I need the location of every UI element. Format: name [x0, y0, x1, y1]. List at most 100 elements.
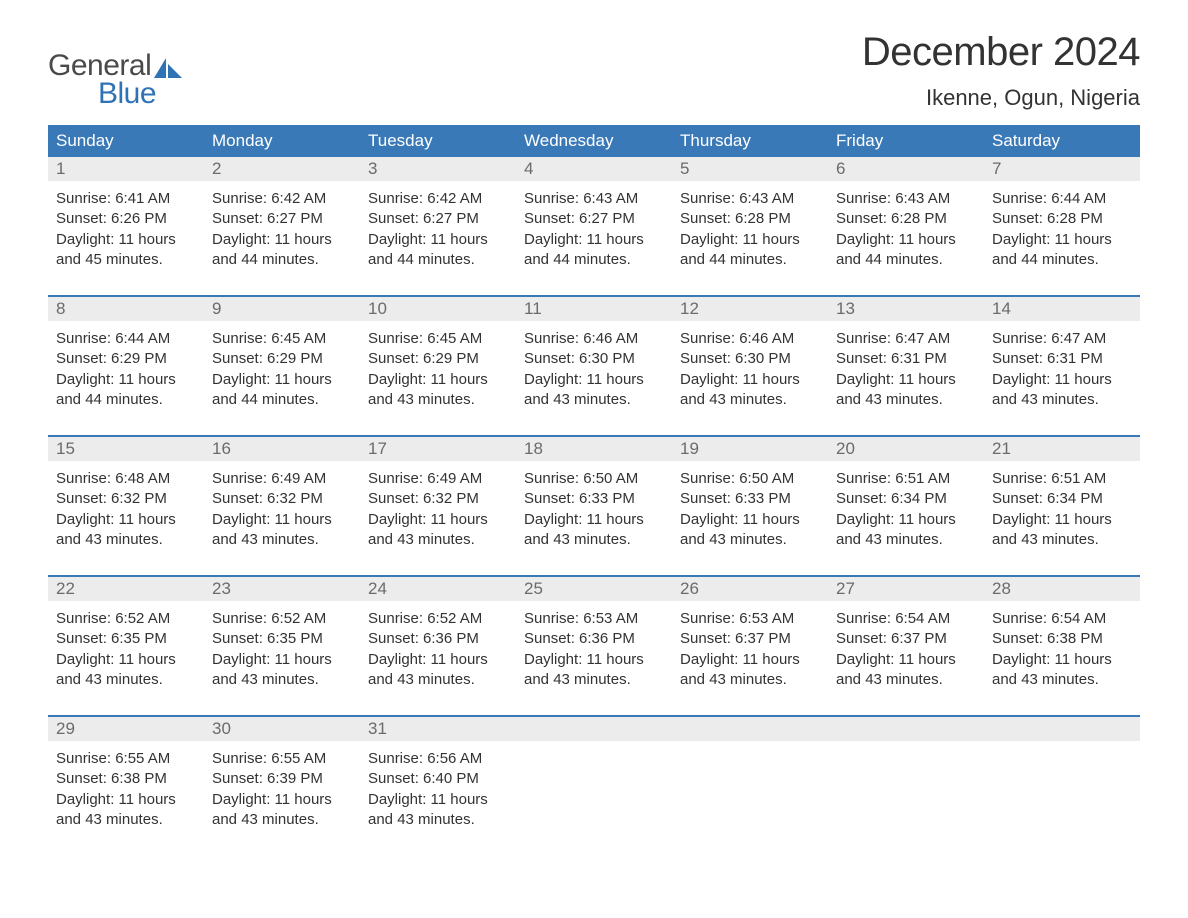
- sunrise-text: Sunrise: 6:55 AM: [212, 749, 352, 769]
- day-number: 19: [672, 437, 828, 461]
- sunset-text: Sunset: 6:29 PM: [212, 349, 352, 369]
- sunset-text: Sunset: 6:30 PM: [524, 349, 664, 369]
- sunrise-text: Sunrise: 6:48 AM: [56, 469, 196, 489]
- sunrise-text: Sunrise: 6:42 AM: [368, 189, 508, 209]
- daylight-text: Daylight: 11 hours and 43 minutes.: [56, 650, 196, 691]
- day-info: Sunrise: 6:50 AMSunset: 6:33 PMDaylight:…: [524, 465, 664, 550]
- day-number: [828, 717, 984, 741]
- day-number: 25: [516, 577, 672, 601]
- calendar: SundayMondayTuesdayWednesdayThursdayFrid…: [48, 125, 1140, 841]
- sunrise-text: Sunrise: 6:53 AM: [680, 609, 820, 629]
- daylight-text: Daylight: 11 hours and 44 minutes.: [368, 230, 508, 271]
- sunset-text: Sunset: 6:39 PM: [212, 769, 352, 789]
- sunset-text: Sunset: 6:27 PM: [368, 209, 508, 229]
- day-info: Sunrise: 6:43 AMSunset: 6:28 PMDaylight:…: [836, 185, 976, 270]
- sunset-text: Sunset: 6:33 PM: [524, 489, 664, 509]
- day-number: 13: [828, 297, 984, 321]
- sunrise-text: Sunrise: 6:54 AM: [992, 609, 1132, 629]
- day-info: Sunrise: 6:55 AMSunset: 6:39 PMDaylight:…: [212, 745, 352, 830]
- daylight-text: Daylight: 11 hours and 44 minutes.: [524, 230, 664, 271]
- week-row: 22232425262728 Sunrise: 6:52 AMSunset: 6:…: [48, 575, 1140, 701]
- sunrise-text: Sunrise: 6:43 AM: [524, 189, 664, 209]
- sunrise-text: Sunrise: 6:50 AM: [524, 469, 664, 489]
- daylight-text: Daylight: 11 hours and 44 minutes.: [680, 230, 820, 271]
- day-number: 21: [984, 437, 1140, 461]
- day-number: 3: [360, 157, 516, 181]
- sunset-text: Sunset: 6:26 PM: [56, 209, 196, 229]
- day-cell: Sunrise: 6:42 AMSunset: 6:27 PMDaylight:…: [204, 181, 360, 281]
- daylight-text: Daylight: 11 hours and 43 minutes.: [368, 510, 508, 551]
- day-cell: Sunrise: 6:43 AMSunset: 6:27 PMDaylight:…: [516, 181, 672, 281]
- day-number: 26: [672, 577, 828, 601]
- header: General Blue December 2024 Ikenne, Ogun,…: [48, 30, 1140, 111]
- day-number: 22: [48, 577, 204, 601]
- sunrise-text: Sunrise: 6:46 AM: [524, 329, 664, 349]
- daylight-text: Daylight: 11 hours and 43 minutes.: [368, 370, 508, 411]
- dayname-wednesday: Wednesday: [516, 125, 672, 157]
- day-number: 1: [48, 157, 204, 181]
- dayname-thursday: Thursday: [672, 125, 828, 157]
- sunrise-text: Sunrise: 6:43 AM: [680, 189, 820, 209]
- day-info: Sunrise: 6:46 AMSunset: 6:30 PMDaylight:…: [524, 325, 664, 410]
- day-number: 17: [360, 437, 516, 461]
- day-cell: Sunrise: 6:45 AMSunset: 6:29 PMDaylight:…: [360, 321, 516, 421]
- day-cell: [516, 741, 672, 841]
- daylight-text: Daylight: 11 hours and 43 minutes.: [368, 650, 508, 691]
- day-cell: Sunrise: 6:52 AMSunset: 6:36 PMDaylight:…: [360, 601, 516, 701]
- daynumber-bar: 1234567: [48, 157, 1140, 181]
- day-info: Sunrise: 6:45 AMSunset: 6:29 PMDaylight:…: [368, 325, 508, 410]
- logo: General Blue: [48, 49, 182, 111]
- daynumber-bar: 15161718192021: [48, 437, 1140, 461]
- dayname-sunday: Sunday: [48, 125, 204, 157]
- day-number: 5: [672, 157, 828, 181]
- sunrise-text: Sunrise: 6:54 AM: [836, 609, 976, 629]
- day-info: Sunrise: 6:44 AMSunset: 6:29 PMDaylight:…: [56, 325, 196, 410]
- info-row: Sunrise: 6:44 AMSunset: 6:29 PMDaylight:…: [48, 321, 1140, 421]
- day-cell: Sunrise: 6:42 AMSunset: 6:27 PMDaylight:…: [360, 181, 516, 281]
- day-number: [516, 717, 672, 741]
- daynumber-bar: 22232425262728: [48, 577, 1140, 601]
- day-cell: Sunrise: 6:55 AMSunset: 6:38 PMDaylight:…: [48, 741, 204, 841]
- sunset-text: Sunset: 6:28 PM: [836, 209, 976, 229]
- sunset-text: Sunset: 6:35 PM: [212, 629, 352, 649]
- sunrise-text: Sunrise: 6:49 AM: [212, 469, 352, 489]
- day-cell: Sunrise: 6:43 AMSunset: 6:28 PMDaylight:…: [672, 181, 828, 281]
- sunrise-text: Sunrise: 6:41 AM: [56, 189, 196, 209]
- day-info: Sunrise: 6:54 AMSunset: 6:37 PMDaylight:…: [836, 605, 976, 690]
- sunrise-text: Sunrise: 6:49 AM: [368, 469, 508, 489]
- day-info: Sunrise: 6:47 AMSunset: 6:31 PMDaylight:…: [992, 325, 1132, 410]
- day-number: 28: [984, 577, 1140, 601]
- dayname-saturday: Saturday: [984, 125, 1140, 157]
- sunset-text: Sunset: 6:29 PM: [368, 349, 508, 369]
- daylight-text: Daylight: 11 hours and 43 minutes.: [836, 370, 976, 411]
- daylight-text: Daylight: 11 hours and 43 minutes.: [212, 650, 352, 691]
- sunset-text: Sunset: 6:27 PM: [524, 209, 664, 229]
- day-number: 27: [828, 577, 984, 601]
- sunset-text: Sunset: 6:36 PM: [524, 629, 664, 649]
- day-cell: [984, 741, 1140, 841]
- day-info: Sunrise: 6:52 AMSunset: 6:35 PMDaylight:…: [212, 605, 352, 690]
- sunset-text: Sunset: 6:34 PM: [836, 489, 976, 509]
- day-info: Sunrise: 6:49 AMSunset: 6:32 PMDaylight:…: [212, 465, 352, 550]
- sunrise-text: Sunrise: 6:45 AM: [212, 329, 352, 349]
- sunrise-text: Sunrise: 6:43 AM: [836, 189, 976, 209]
- day-number: 2: [204, 157, 360, 181]
- logo-text-blue: Blue: [98, 77, 156, 111]
- sunrise-text: Sunrise: 6:44 AM: [56, 329, 196, 349]
- day-cell: Sunrise: 6:52 AMSunset: 6:35 PMDaylight:…: [204, 601, 360, 701]
- sunrise-text: Sunrise: 6:45 AM: [368, 329, 508, 349]
- sunrise-text: Sunrise: 6:47 AM: [836, 329, 976, 349]
- sunrise-text: Sunrise: 6:56 AM: [368, 749, 508, 769]
- logo-sail-icon: [154, 58, 182, 78]
- day-number: 8: [48, 297, 204, 321]
- day-info: Sunrise: 6:46 AMSunset: 6:30 PMDaylight:…: [680, 325, 820, 410]
- day-number: 15: [48, 437, 204, 461]
- day-number: [672, 717, 828, 741]
- dayname-row: SundayMondayTuesdayWednesdayThursdayFrid…: [48, 125, 1140, 157]
- sunrise-text: Sunrise: 6:46 AM: [680, 329, 820, 349]
- daylight-text: Daylight: 11 hours and 43 minutes.: [56, 510, 196, 551]
- day-info: Sunrise: 6:53 AMSunset: 6:36 PMDaylight:…: [524, 605, 664, 690]
- week-row: 15161718192021 Sunrise: 6:48 AM Sunset: 6:…: [48, 435, 1140, 561]
- day-info: Sunrise: 6:52 AMSunset: 6:36 PMDaylight:…: [368, 605, 508, 690]
- sunset-text: Sunset: 6:40 PM: [368, 769, 508, 789]
